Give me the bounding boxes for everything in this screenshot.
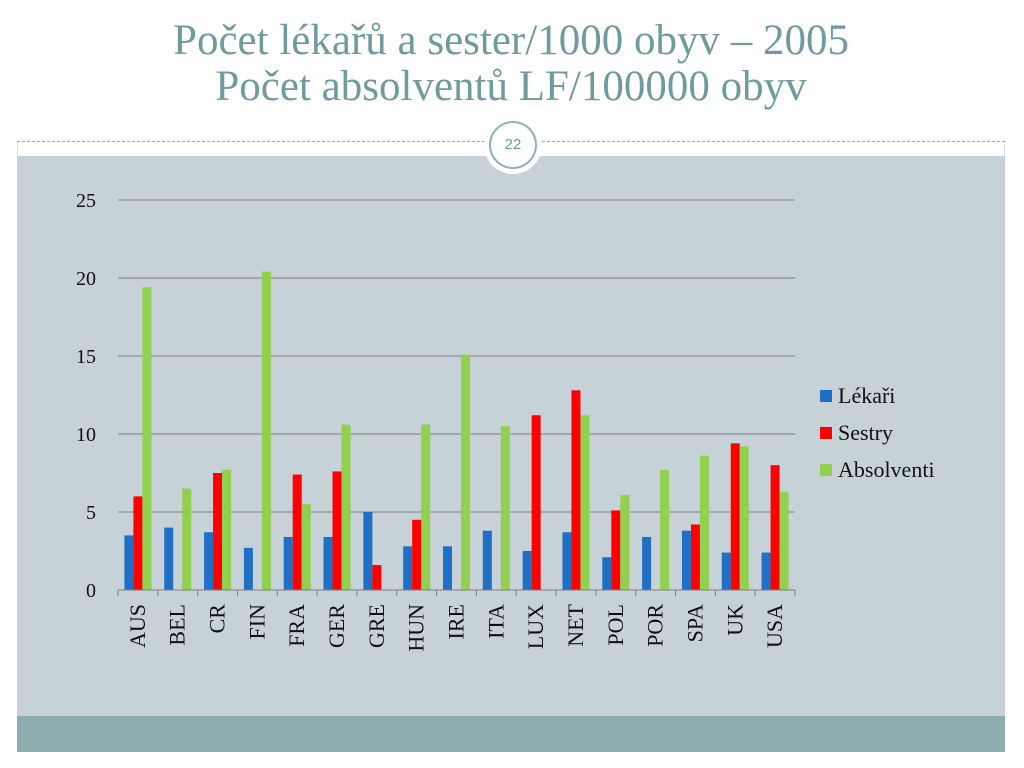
x-tick-label: GER: [324, 604, 349, 648]
bar-sestry-aus: [133, 496, 143, 590]
x-tick-label: FRA: [284, 604, 309, 647]
x-tick-label: BEL: [165, 604, 190, 646]
bar-absolventi-aus: [142, 287, 152, 590]
legend-label: Sestry: [838, 420, 893, 445]
content-area: [17, 156, 1005, 716]
bar-absolventi-bel: [182, 488, 192, 590]
bar-sestry-lux: [531, 415, 541, 590]
legend-label: Lékaři: [838, 383, 895, 408]
bar-sestry-hun: [412, 519, 422, 590]
x-tick-label: UK: [722, 604, 747, 636]
bar-absolventi-ita: [500, 426, 510, 590]
bar-sestry-spa: [690, 524, 700, 590]
bar-absolventi-ire: [461, 354, 470, 590]
y-tick-label: 15: [76, 346, 96, 368]
bar-absolventi-net: [580, 415, 590, 590]
bar-lékaři-net: [562, 532, 572, 590]
bar-lékaři-pol: [602, 557, 612, 590]
legend: Lékaři Sestry Absolventi: [820, 383, 935, 482]
y-tick-label: 20: [76, 268, 96, 290]
bar-lékaři-ger: [323, 536, 333, 590]
gridlines: [118, 199, 795, 513]
bar-absolventi-fin: [261, 271, 271, 590]
x-tick-label: FIN: [244, 604, 269, 640]
bar-lékaři-uk: [721, 552, 731, 590]
bar-absolventi-hun: [421, 424, 431, 590]
bar-lékaři-usa: [761, 552, 771, 590]
bar-absolventi-ger: [341, 424, 351, 590]
bar-lékaři-gre: [363, 512, 373, 590]
footer-band: [17, 716, 1005, 752]
bar-lékaři-fra: [283, 536, 293, 590]
bar-absolventi-usa: [779, 491, 789, 590]
x-tick-label: USA: [762, 604, 787, 648]
y-tick-label: 10: [76, 424, 96, 446]
legend-swatch: [820, 464, 832, 476]
bar-absolventi-cr: [222, 469, 232, 590]
bars: [124, 271, 789, 590]
bar-sestry-ger: [332, 471, 342, 590]
legend-swatch: [820, 427, 832, 439]
bar-sestry-net: [571, 390, 581, 590]
bar-sestry-uk: [730, 443, 740, 590]
bar-sestry-usa: [770, 465, 780, 590]
x-axis: [117, 589, 796, 596]
x-tick-label: POL: [603, 604, 628, 646]
x-tick-label: LUX: [523, 604, 548, 649]
bar-lékaři-ire: [443, 546, 452, 590]
x-tick-label: CR: [205, 604, 230, 634]
bar-lékaři-spa: [681, 530, 691, 590]
title-line-1: Počet lékařů a sester/1000 obyv – 2005: [173, 17, 849, 64]
bar-lékaři-cr: [204, 532, 214, 590]
y-axis-ticks: 0 5 10 15 20 25: [76, 190, 96, 602]
bar-absolventi-uk: [739, 446, 749, 590]
bar-lékaři-ita: [482, 530, 492, 590]
bar-sestry-gre: [372, 565, 382, 590]
bar-sestry-pol: [611, 510, 621, 590]
bar-sestry-fra: [292, 474, 302, 590]
title-line-2: Počet absolventů LF/100000 obyv: [215, 63, 807, 110]
bar-lékaři-por: [642, 536, 652, 590]
y-tick-label: 25: [76, 190, 96, 212]
bar-absolventi-por: [660, 469, 670, 590]
bar-lékaři-hun: [403, 546, 413, 590]
x-tick-label: POR: [643, 604, 668, 647]
legend-swatch: [820, 390, 832, 402]
legend-label: Absolventi: [838, 457, 935, 482]
bar-lékaři-bel: [164, 527, 174, 590]
x-tick-label: GRE: [364, 604, 389, 648]
x-axis-tick-labels: AUS BEL CR FIN FRA GER GRE HUN IRE ITA LUX NET POL PO…: [125, 603, 787, 651]
page-number-badge: 22: [484, 116, 542, 174]
bar-absolventi-fra: [301, 504, 311, 590]
bar-lékaři-lux: [522, 551, 532, 590]
x-tick-label: HUN: [404, 604, 429, 652]
y-tick-label: 5: [86, 502, 96, 524]
x-tick-label: ITA: [483, 604, 508, 639]
y-tick-label: 0: [86, 580, 96, 602]
bar-lékaři-fin: [243, 547, 253, 590]
x-tick-label: SPA: [682, 604, 707, 642]
bar-absolventi-spa: [699, 455, 709, 590]
bar-lékaři-aus: [124, 535, 134, 590]
page-number: 22: [489, 121, 537, 169]
x-tick-label: IRE: [444, 604, 469, 639]
bar-sestry-cr: [213, 473, 223, 590]
x-tick-label: AUS: [125, 604, 150, 648]
bar-absolventi-pol: [620, 494, 630, 590]
x-tick-label: NET: [563, 603, 588, 646]
